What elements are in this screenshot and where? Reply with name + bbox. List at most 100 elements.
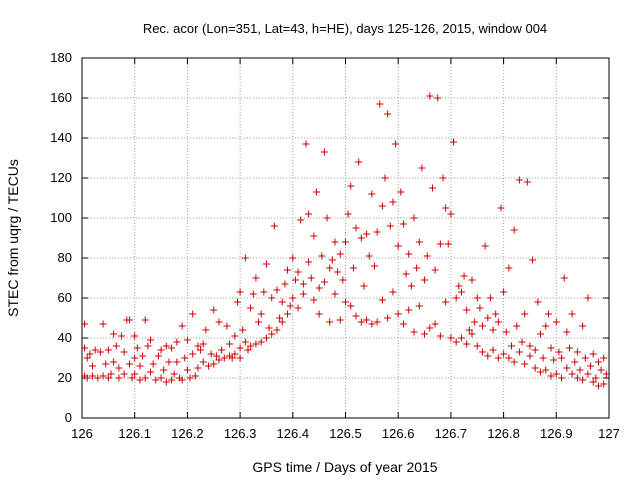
data-point	[431, 320, 439, 328]
data-point	[397, 188, 405, 196]
data-point	[468, 330, 476, 338]
data-point	[531, 364, 539, 372]
data-point	[558, 374, 566, 382]
data-point	[502, 328, 510, 336]
data-point	[536, 368, 544, 376]
data-point	[257, 338, 265, 346]
data-point	[421, 276, 429, 284]
data-point	[115, 364, 123, 372]
data-point	[523, 178, 531, 186]
data-point	[513, 322, 521, 330]
data-point	[389, 198, 397, 206]
data-point	[347, 182, 355, 190]
x-tick-label: 126	[71, 426, 93, 441]
data-point	[178, 376, 186, 384]
data-point	[560, 274, 568, 282]
data-point	[447, 334, 455, 342]
x-tick-label: 127	[598, 426, 620, 441]
data-point	[236, 354, 244, 362]
data-point	[505, 264, 513, 272]
data-point	[405, 306, 413, 314]
y-tick-label: 20	[58, 370, 72, 385]
data-point	[144, 342, 152, 350]
data-point	[170, 370, 178, 378]
data-point	[199, 340, 207, 348]
data-point	[310, 232, 318, 240]
data-point	[215, 356, 223, 364]
data-point	[547, 372, 555, 380]
data-point	[136, 362, 144, 370]
data-point	[534, 298, 542, 306]
data-point	[331, 290, 339, 298]
data-point	[386, 222, 394, 230]
data-point	[592, 374, 600, 382]
data-point	[573, 374, 581, 382]
data-point	[531, 346, 539, 354]
data-point	[220, 354, 228, 362]
data-point	[110, 330, 118, 338]
data-point	[157, 346, 165, 354]
data-point	[273, 326, 281, 334]
data-point	[252, 340, 260, 348]
data-point	[497, 204, 505, 212]
data-point	[168, 344, 176, 352]
data-point	[191, 372, 199, 380]
data-point	[536, 330, 544, 338]
y-tick-label: 120	[50, 170, 72, 185]
data-point	[392, 140, 400, 148]
data-point	[289, 294, 297, 302]
data-point	[394, 310, 402, 318]
data-point	[152, 376, 160, 384]
data-point	[268, 330, 276, 338]
data-point	[294, 268, 302, 276]
data-point	[576, 366, 584, 374]
data-point	[473, 294, 481, 302]
data-point	[426, 324, 434, 332]
data-point	[247, 342, 255, 350]
data-point	[434, 94, 442, 102]
data-point	[579, 322, 587, 330]
data-point	[510, 358, 518, 366]
data-point	[344, 210, 352, 218]
data-point	[133, 344, 141, 352]
data-point	[89, 362, 97, 370]
data-point	[465, 326, 473, 334]
data-point	[584, 294, 592, 302]
x-tick-label: 126.8	[487, 426, 520, 441]
data-point	[81, 320, 89, 328]
data-point	[439, 174, 447, 182]
data-point	[473, 342, 481, 350]
data-point	[110, 358, 118, 366]
data-point	[247, 304, 255, 312]
data-point	[131, 354, 139, 362]
data-point	[384, 314, 392, 322]
data-point	[231, 332, 239, 340]
data-point	[479, 322, 487, 330]
data-point	[589, 378, 597, 386]
data-point	[394, 242, 402, 250]
data-point	[342, 238, 349, 246]
data-point	[568, 370, 576, 378]
x-axis-label: GPS time / Days of year 2015	[252, 459, 437, 475]
data-point	[141, 374, 149, 382]
data-point	[91, 346, 99, 354]
data-point	[552, 370, 560, 378]
data-point	[96, 348, 104, 356]
data-point	[315, 284, 323, 292]
data-point	[165, 358, 173, 366]
data-point	[107, 370, 115, 378]
data-point	[355, 158, 363, 166]
x-tick-label: 126.2	[171, 426, 204, 441]
data-point	[199, 358, 207, 366]
data-point	[558, 354, 566, 362]
data-point	[542, 322, 550, 330]
data-point	[231, 350, 239, 358]
data-point	[581, 354, 589, 362]
data-point	[410, 328, 418, 336]
data-point	[568, 310, 576, 318]
data-point	[494, 354, 502, 362]
data-point	[323, 214, 331, 222]
y-axis-label: STEC from uqrg / TECUs	[5, 159, 21, 317]
data-point	[500, 288, 508, 296]
data-point	[471, 318, 479, 326]
